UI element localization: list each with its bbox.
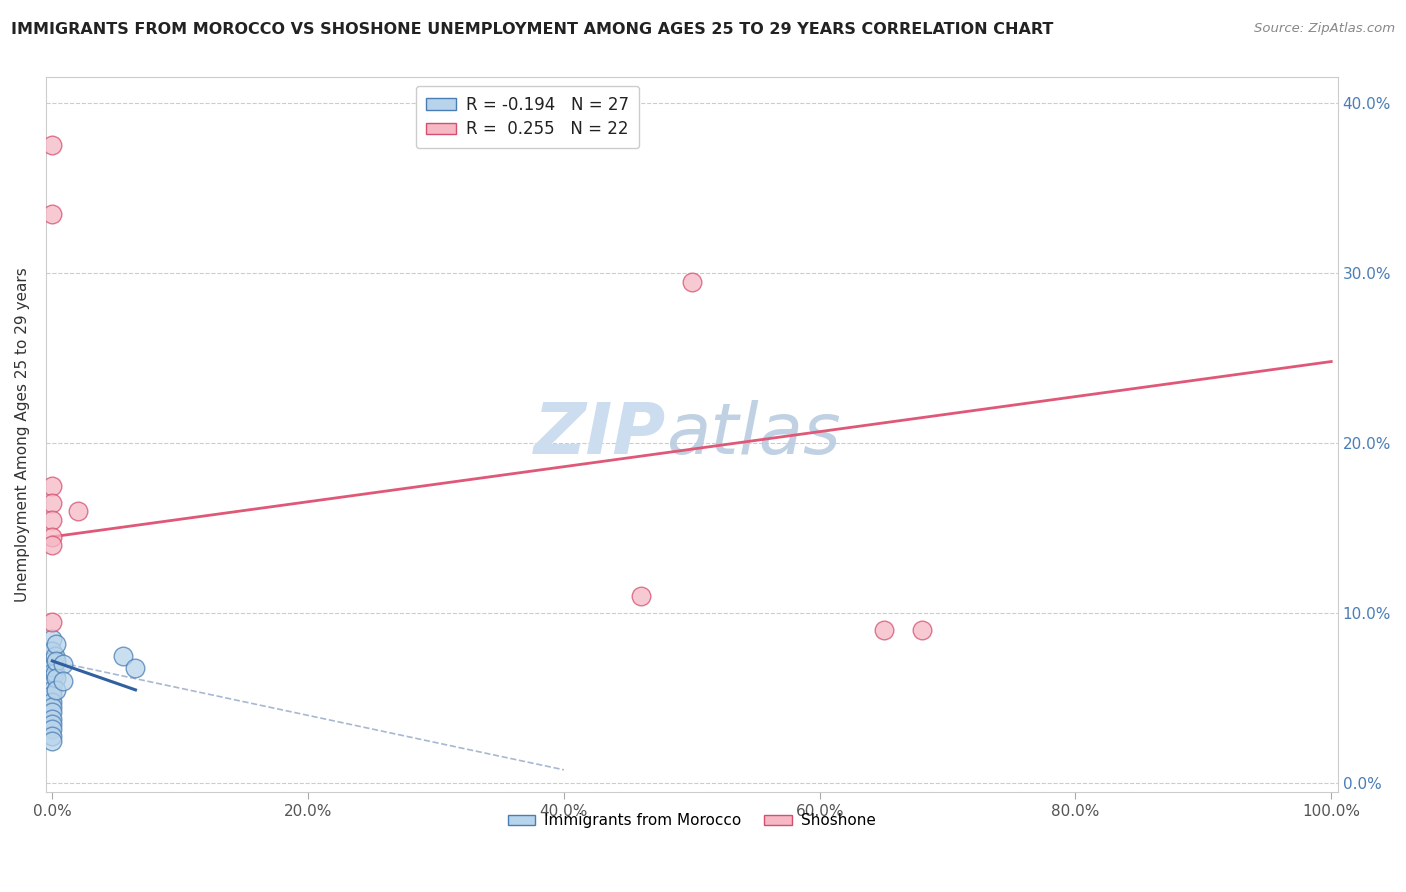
Point [41,682,63,697]
Y-axis label: Unemployment Among Ages 25 to 29 years: Unemployment Among Ages 25 to 29 years [15,268,30,602]
Point [124,661,146,675]
Point [41,513,63,527]
Point [872,624,894,638]
Point [41,712,63,726]
Point [41,688,63,702]
Point [41,479,63,493]
Text: ZIP: ZIP [534,401,666,469]
Point [41,699,63,714]
Point [45,671,67,685]
Point [41,632,63,646]
Point [41,671,63,685]
Point [41,644,63,658]
Point [66,504,89,518]
Point [44,665,66,680]
Point [41,654,63,668]
Point [41,615,63,629]
Point [41,206,63,220]
Point [44,648,66,663]
Point [41,530,63,544]
Text: atlas: atlas [666,401,841,469]
Point [111,648,134,663]
Point [41,678,63,692]
Point [41,729,63,743]
Point [41,717,63,731]
Point [41,496,63,510]
Legend: Immigrants from Morocco, Shoshone: Immigrants from Morocco, Shoshone [502,807,882,834]
Point [41,538,63,552]
Point [52,657,75,672]
Point [45,637,67,651]
Point [630,590,652,604]
Point [911,624,934,638]
Point [41,705,63,719]
Text: Source: ZipAtlas.com: Source: ZipAtlas.com [1254,22,1395,36]
Point [41,695,63,709]
Point [41,722,63,736]
Point [45,682,67,697]
Point [41,665,63,680]
Point [41,661,63,675]
Point [41,138,63,153]
Point [41,734,63,748]
Point [52,674,75,689]
Point [681,275,703,289]
Text: IMMIGRANTS FROM MOROCCO VS SHOSHONE UNEMPLOYMENT AMONG AGES 25 TO 29 YEARS CORRE: IMMIGRANTS FROM MOROCCO VS SHOSHONE UNEM… [11,22,1053,37]
Point [45,654,67,668]
